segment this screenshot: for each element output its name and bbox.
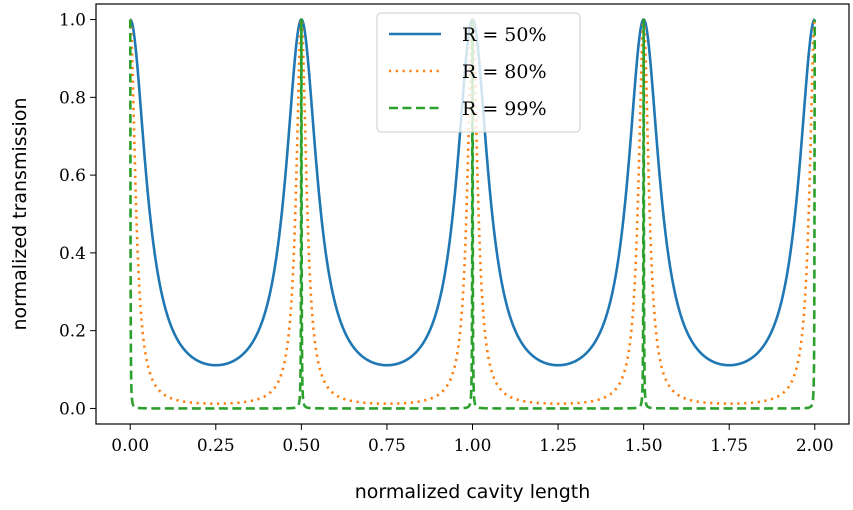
legend-label: R = 50%: [462, 24, 547, 46]
legend-label: R = 80%: [462, 61, 547, 83]
x-tick-label: 2.00: [796, 436, 834, 456]
x-tick-label: 0.25: [197, 436, 235, 456]
y-tick-label: 0.2: [59, 322, 86, 342]
legend-box: [376, 12, 581, 133]
y-tick-label: 0.0: [59, 399, 86, 419]
x-tick-label: 1.25: [539, 436, 577, 456]
x-tick-label: 1.00: [454, 436, 492, 456]
y-tick-label: 1.0: [59, 11, 86, 31]
x-axis: 0.00 0.25 0.50 0.75 1.00 1.25 1.50 1.75 2.00: [111, 424, 834, 456]
x-tick-label: 0.50: [282, 436, 320, 456]
x-tick-label: 0.00: [111, 436, 149, 456]
x-axis-title: normalized cavity length: [355, 481, 591, 503]
y-axis-title: normalized transmission: [9, 98, 31, 331]
y-tick-label: 0.8: [59, 88, 86, 108]
y-tick-label: 0.4: [59, 244, 86, 264]
legend-label: R = 99%: [462, 98, 547, 120]
legend: R = 50% R = 80% R = 99%: [376, 12, 581, 133]
x-tick-label: 1.75: [710, 436, 748, 456]
x-tick-label: 1.50: [625, 436, 663, 456]
y-axis: 0.0 0.2 0.4 0.6 0.8 1.0: [59, 11, 96, 419]
y-tick-label: 0.6: [59, 166, 86, 186]
x-tick-label: 0.75: [368, 436, 406, 456]
